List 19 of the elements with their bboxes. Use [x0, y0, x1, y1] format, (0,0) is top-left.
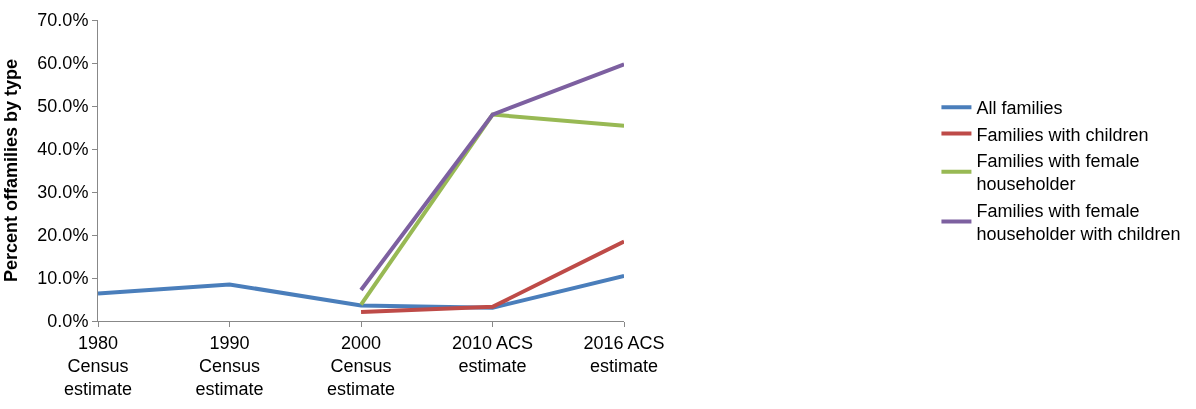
x-tick-label: 1990 Census estimate [195, 332, 264, 400]
line-series [98, 273, 625, 310]
x-tick-label: 2000 Census estimate [327, 332, 396, 400]
y-tick-label: 40.0% [37, 139, 89, 160]
y-tick-label: 10.0% [37, 268, 89, 289]
y-tick-label: 50.0% [37, 96, 89, 117]
legend-label: Families with female householder [976, 151, 1140, 195]
y-tick-label: 30.0% [37, 182, 89, 203]
legend-label: All families [976, 98, 1063, 119]
x-tick-label: 2010 ACS estimate [452, 332, 534, 376]
legend-label: Families with children [976, 124, 1149, 145]
y-tick-label: 70.0% [37, 10, 89, 31]
y-tick-label: 0.0% [47, 311, 89, 332]
x-tick-label: 1980 Census estimate [63, 332, 133, 400]
x-tick-label: 2016 ACS estimate [583, 332, 665, 376]
y-tick-label: 60.0% [37, 53, 89, 74]
y-tick-label: 20.0% [37, 225, 89, 246]
y-axis-title: Percent offamilies by type [0, 58, 21, 283]
legend-label: Families with female householder with children [976, 200, 1181, 245]
